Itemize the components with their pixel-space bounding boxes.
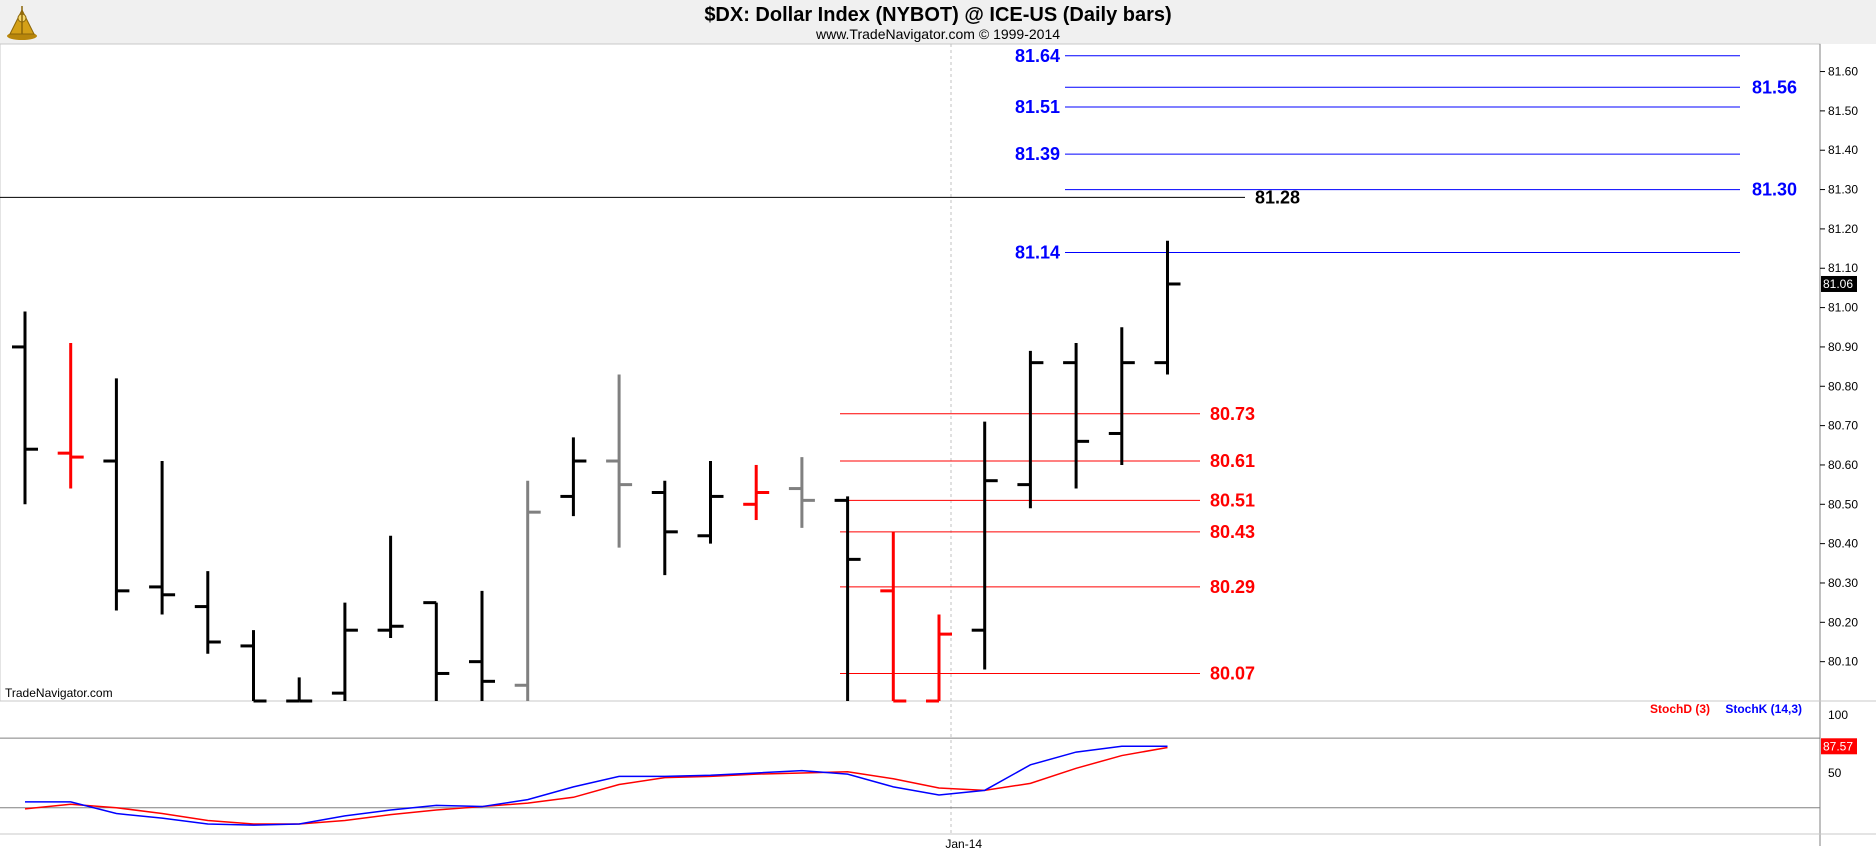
ohlc-bar xyxy=(240,630,267,703)
ohlc-bar xyxy=(880,531,907,703)
ohlc-bar xyxy=(788,457,815,528)
ohlc-bar xyxy=(514,480,541,701)
stoch-last-label: 87.57 xyxy=(1823,739,1853,753)
sextant-logo-icon xyxy=(7,6,37,40)
red-level-label: 80.73 xyxy=(1210,404,1255,424)
price-tick-label: 81.20 xyxy=(1828,222,1858,236)
red-level-label: 80.43 xyxy=(1210,522,1255,542)
price-tick-label: 81.30 xyxy=(1828,183,1858,197)
price-tick-label: 80.60 xyxy=(1828,458,1858,472)
last-price-box xyxy=(1821,275,1857,292)
price-tick-label: 80.30 xyxy=(1828,576,1858,590)
stoch-last-box xyxy=(1821,738,1857,755)
stoch-tick-label: 100 xyxy=(1828,708,1848,722)
ohlc-bar xyxy=(971,421,998,670)
blue-level-label: 81.14 xyxy=(1015,243,1060,263)
price-tick-label: 80.80 xyxy=(1828,379,1858,393)
ohlc-bar xyxy=(103,378,130,611)
price-tick-label: 81.10 xyxy=(1828,261,1858,275)
ohlc-bar xyxy=(423,601,450,701)
price-tick-label: 80.40 xyxy=(1828,537,1858,551)
ohlc-bar xyxy=(286,677,313,703)
chart-subtitle: www.TradeNavigator.com © 1999-2014 xyxy=(815,26,1060,42)
price-panel xyxy=(0,43,1821,702)
price-tick-label: 80.20 xyxy=(1828,615,1858,629)
header-band xyxy=(0,0,1876,44)
ohlc-bar xyxy=(651,480,678,576)
price-tick-label: 80.10 xyxy=(1828,655,1858,669)
stoch-d-legend: StochD (3) xyxy=(1650,702,1710,716)
ohlc-bar xyxy=(1108,327,1135,465)
blue-level-label: 81.30 xyxy=(1752,180,1797,200)
ohlc-bar xyxy=(149,461,176,615)
ohlc-bar xyxy=(697,461,724,544)
watermark-text: TradeNavigator.com xyxy=(5,686,113,700)
ohlc-bar xyxy=(57,342,84,489)
stoch-d-line xyxy=(24,746,1168,825)
blue-level-label: 81.51 xyxy=(1015,97,1060,117)
red-level-label: 80.07 xyxy=(1210,663,1255,683)
ohlc-bar xyxy=(1063,342,1090,489)
ohlc-bar xyxy=(12,311,38,505)
stoch-tick-label: 50 xyxy=(1828,766,1842,780)
stoch-k-legend: StochK (14,3) xyxy=(1725,702,1802,716)
x-axis-label: Jan-14 xyxy=(945,837,982,851)
chart-title: $DX: Dollar Index (NYBOT) @ ICE-US (Dail… xyxy=(704,4,1171,26)
price-tick-label: 80.90 xyxy=(1828,340,1858,354)
black-level-label: 81.28 xyxy=(1255,187,1300,207)
ohlc-bar xyxy=(560,437,587,517)
blue-level-label: 81.39 xyxy=(1015,144,1060,164)
ohlc-bar xyxy=(1017,350,1044,509)
red-level-label: 80.61 xyxy=(1210,451,1255,471)
red-level-label: 80.51 xyxy=(1210,490,1255,510)
ohlc-bar xyxy=(834,496,861,701)
ohlc-bar xyxy=(1154,240,1181,375)
price-tick-label: 81.40 xyxy=(1828,143,1858,157)
ohlc-bar xyxy=(926,614,952,703)
price-tick-label: 81.00 xyxy=(1828,301,1858,315)
price-tick-label: 80.50 xyxy=(1828,497,1858,511)
ohlc-bar xyxy=(743,464,770,521)
ohlc-bar xyxy=(331,602,358,701)
ohlc-bar xyxy=(377,535,404,639)
price-tick-label: 80.70 xyxy=(1828,419,1858,433)
red-level-label: 80.29 xyxy=(1210,577,1255,597)
blue-level-label: 81.64 xyxy=(1015,46,1060,66)
ohlc-bar xyxy=(194,571,221,654)
last-price-label: 81.06 xyxy=(1823,277,1853,291)
price-tick-label: 81.50 xyxy=(1828,104,1858,118)
ohlc-bar xyxy=(469,590,495,701)
stoch-k-line xyxy=(25,745,1168,826)
ohlc-bar xyxy=(606,374,633,548)
blue-level-label: 81.56 xyxy=(1752,77,1797,97)
price-tick-label: 81.60 xyxy=(1828,65,1858,79)
